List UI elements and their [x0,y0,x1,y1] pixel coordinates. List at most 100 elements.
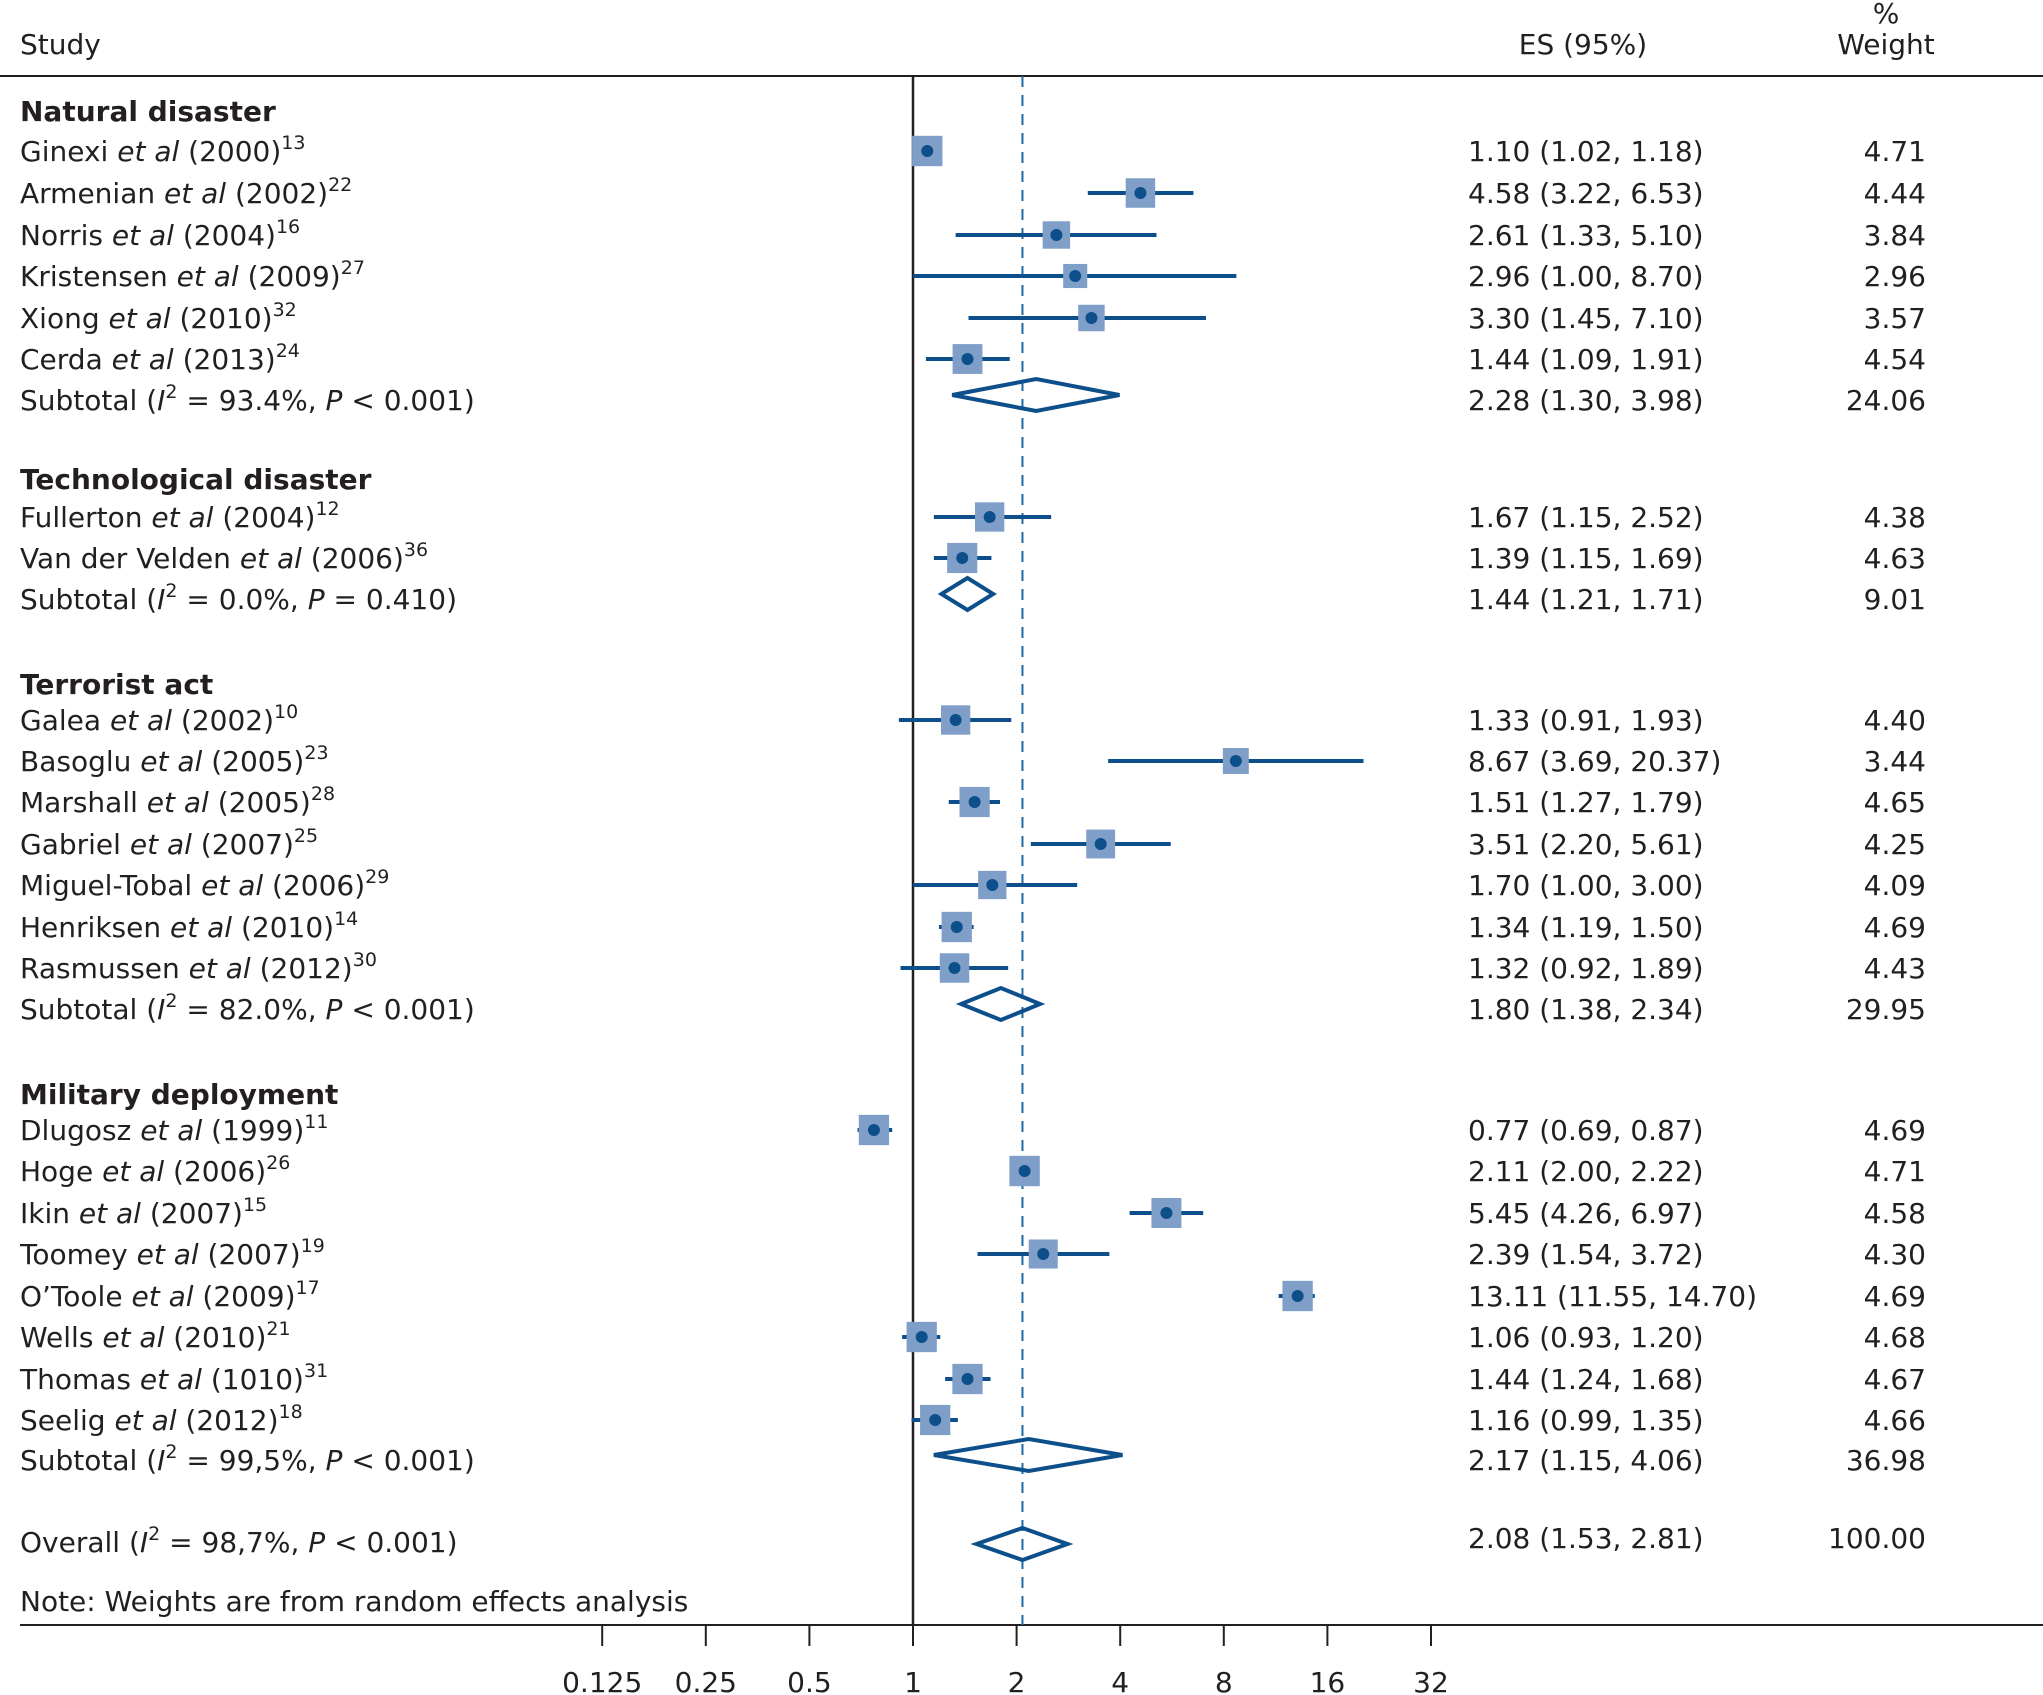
study-et-al: et al [170,911,232,944]
point-estimate [961,1373,974,1385]
study-et-al: et al [102,1155,164,1188]
header-es: ES (95%) [1519,28,1647,61]
study-et-al: et al [147,786,209,819]
study-weight: 4.38 [1864,501,1926,534]
study-es-text: 1.39 (1.15, 1.69) [1468,542,1704,575]
study-author: Cerda [20,343,103,376]
p-sign: < [342,1444,383,1477]
study-es-text: 1.51 (1.27, 1.79) [1468,786,1704,819]
study-label: Dlugosz et al (1999)11 [20,1111,328,1147]
study-year: (2004) [183,219,276,252]
study-weight: 4.30 [1864,1238,1926,1271]
study-year: (2013) [183,343,276,376]
point-estimate [950,921,963,933]
p-sign: < [342,384,383,417]
study-et-al: et al [189,952,251,985]
point-estimate [867,1124,880,1136]
study-et-al: et al [109,302,171,335]
study-et-al: et al [164,177,226,210]
study-et-al: et al [240,542,302,575]
point-estimate [915,1331,928,1343]
study-es-text: 1.34 (1.19, 1.50) [1468,911,1704,944]
point-estimate [929,1414,942,1426]
i-squared-eq: = [160,1526,201,1559]
study-weight: 4.40 [1864,704,1926,737]
overall-label-word: Overall [20,1526,120,1559]
study-et-al: et al [117,135,179,168]
study-label: Marshall et al (2005)28 [20,783,335,819]
study-year: (1010) [211,1363,304,1396]
study-et-al: et al [140,1114,202,1147]
i-squared-value: 82.0% [219,993,308,1026]
study-ref: 28 [311,783,335,805]
point-estimate [921,145,934,157]
p-sign: = [325,583,366,616]
point-estimate [1291,1290,1304,1302]
study-author: Armenian [20,177,155,210]
study-es-text: 2.96 (1.00, 8.70) [1468,260,1704,293]
study-author: Rasmussen [20,952,180,985]
study-es-text: 1.06 (0.93, 1.20) [1468,1321,1704,1354]
study-weight: 2.96 [1864,260,1926,293]
study-year: (2010) [173,1321,266,1354]
point-estimate [1085,312,1098,324]
study-et-al: et al [201,869,263,902]
study-author: Norris [20,219,103,252]
point-estimate [1094,838,1107,850]
subtotal-weight: 24.06 [1846,384,1926,417]
i-squared-symbol: I [157,384,165,417]
x-tick-label: 0.125 [562,1666,642,1695]
study-label: Xiong et al (2010)32 [20,299,297,335]
study-ref: 26 [266,1152,290,1174]
study-es-text: 1.70 (1.00, 3.00) [1468,869,1704,902]
study-ref: 32 [273,299,297,321]
study-year: (2009) [202,1280,295,1313]
study-et-al: et al [140,1363,202,1396]
i-squared-symbol: I [157,993,165,1026]
study-year: (2002) [181,704,274,737]
i-squared-eq: = [178,993,219,1026]
x-tick-label: 16 [1310,1666,1346,1695]
p-value: 0.001 [366,1526,446,1559]
header-study: Study [20,28,101,61]
study-author: Van der Velden [20,542,231,575]
study-author: Dlugosz [20,1114,131,1147]
x-tick-label: 32 [1413,1666,1449,1695]
study-es-text: 1.67 (1.15, 2.52) [1468,501,1704,534]
study-year: (2006) [311,542,404,575]
i-squared-value: 0.0% [219,583,290,616]
study-et-al: et al [130,828,192,861]
plot-marks [857,135,1364,1563]
study-ref: 30 [353,949,377,971]
study-year: (1999) [211,1114,304,1147]
x-tick-label: 4 [1111,1666,1129,1695]
point-estimate [961,353,974,365]
study-author: Galea [20,704,101,737]
study-label: Van der Velden et al (2006)36 [20,539,428,575]
i-squared-exp: 2 [165,580,177,602]
study-author: Gabriel [20,828,121,861]
point-estimate [948,962,961,974]
study-author: Fullerton [20,501,142,534]
point-estimate [1037,1248,1050,1260]
p-symbol: P [326,993,343,1026]
study-author: Toomey [19,1238,128,1271]
study-label: Galea et al (2002)10 [20,701,298,737]
study-es-text: 1.44 (1.24, 1.68) [1468,1363,1704,1396]
study-weight: 4.68 [1864,1321,1926,1354]
point-estimate [968,796,981,808]
point-estimate [956,552,969,564]
study-et-al: et al [112,219,174,252]
subtotal-diamond [937,575,997,613]
study-weight: 4.63 [1864,542,1926,575]
point-estimate [1134,187,1147,199]
study-weight: 3.84 [1864,219,1926,252]
x-tick-label: 0.25 [675,1666,737,1695]
study-year: (2007) [150,1197,243,1230]
study-et-al: et al [131,1280,193,1313]
study-weight: 4.71 [1864,135,1926,168]
study-author: Basoglu [20,745,131,778]
point-estimate [1069,270,1082,282]
study-year: (2004) [222,501,315,534]
overall-weight: 100.00 [1828,1522,1926,1555]
